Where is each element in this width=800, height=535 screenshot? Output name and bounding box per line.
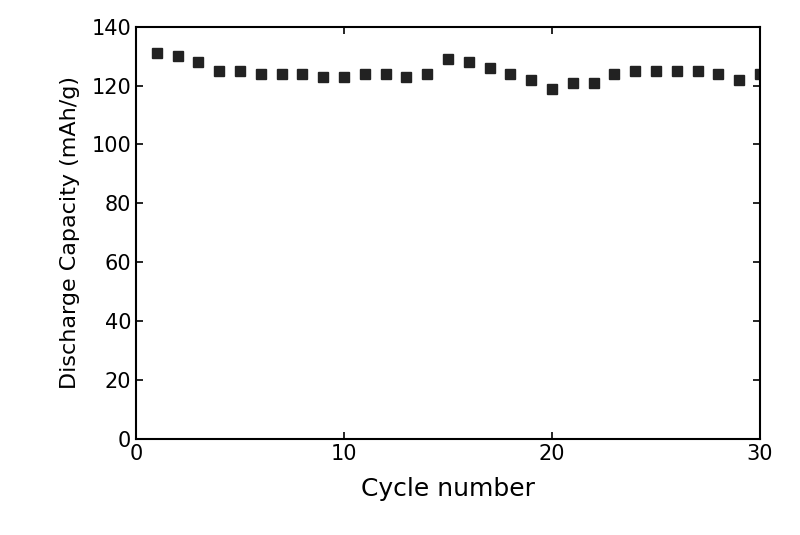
Y-axis label: Discharge Capacity (mAh/g): Discharge Capacity (mAh/g) [60, 76, 80, 389]
X-axis label: Cycle number: Cycle number [361, 477, 535, 501]
